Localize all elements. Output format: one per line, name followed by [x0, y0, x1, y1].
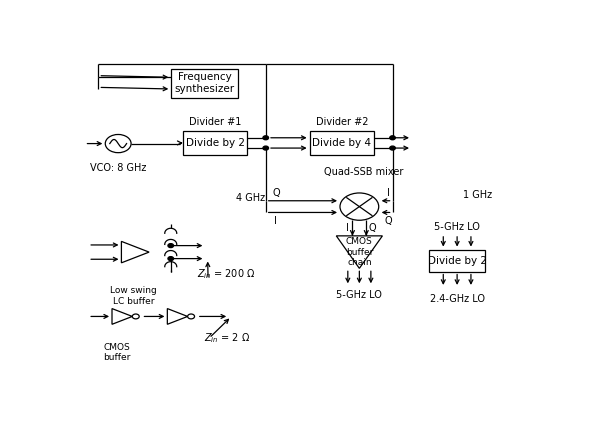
- Text: Divide by 4: Divide by 4: [312, 138, 371, 148]
- Circle shape: [390, 146, 395, 150]
- Text: I: I: [387, 188, 389, 198]
- Text: Divide by 2: Divide by 2: [186, 138, 245, 148]
- Text: Low swing
LC buffer: Low swing LC buffer: [110, 286, 156, 306]
- Text: VCO: 8 GHz: VCO: 8 GHz: [90, 163, 146, 173]
- Text: CMOS
buffer
chain: CMOS buffer chain: [346, 237, 373, 267]
- Text: Q: Q: [384, 216, 392, 226]
- Text: 5-GHz LO: 5-GHz LO: [434, 222, 480, 232]
- FancyBboxPatch shape: [309, 131, 374, 154]
- Polygon shape: [336, 236, 383, 268]
- Circle shape: [132, 314, 139, 319]
- FancyBboxPatch shape: [183, 131, 248, 154]
- Circle shape: [168, 257, 174, 260]
- Text: $Z_{in}$ = 2 $\Omega$: $Z_{in}$ = 2 $\Omega$: [203, 331, 249, 345]
- FancyBboxPatch shape: [171, 68, 238, 98]
- Text: Q: Q: [368, 223, 376, 233]
- Polygon shape: [112, 308, 132, 324]
- Circle shape: [105, 135, 131, 153]
- Text: $Z_{in}$ = 200 $\Omega$: $Z_{in}$ = 200 $\Omega$: [198, 267, 256, 281]
- Text: 5-GHz LO: 5-GHz LO: [336, 290, 383, 300]
- Circle shape: [340, 193, 379, 220]
- Text: 4 GHz: 4 GHz: [236, 192, 265, 203]
- Circle shape: [263, 136, 268, 140]
- Circle shape: [187, 314, 195, 319]
- Text: Q: Q: [272, 188, 280, 198]
- Text: Frequency
synthesizer: Frequency synthesizer: [174, 72, 234, 94]
- Text: Divider #2: Divider #2: [315, 117, 368, 127]
- Text: I: I: [274, 216, 277, 226]
- Text: 1 GHz: 1 GHz: [464, 190, 493, 200]
- Circle shape: [390, 136, 395, 140]
- Text: Divide by 2: Divide by 2: [428, 256, 487, 265]
- Text: I: I: [346, 223, 349, 233]
- Polygon shape: [121, 241, 149, 263]
- Circle shape: [168, 243, 174, 248]
- Text: Divider #1: Divider #1: [189, 117, 241, 127]
- Polygon shape: [167, 308, 187, 324]
- Text: Quad-SSB mixer: Quad-SSB mixer: [324, 167, 403, 177]
- Text: 2.4-GHz LO: 2.4-GHz LO: [430, 294, 484, 304]
- FancyBboxPatch shape: [430, 249, 485, 272]
- Circle shape: [263, 146, 268, 150]
- Text: CMOS
buffer: CMOS buffer: [104, 343, 131, 362]
